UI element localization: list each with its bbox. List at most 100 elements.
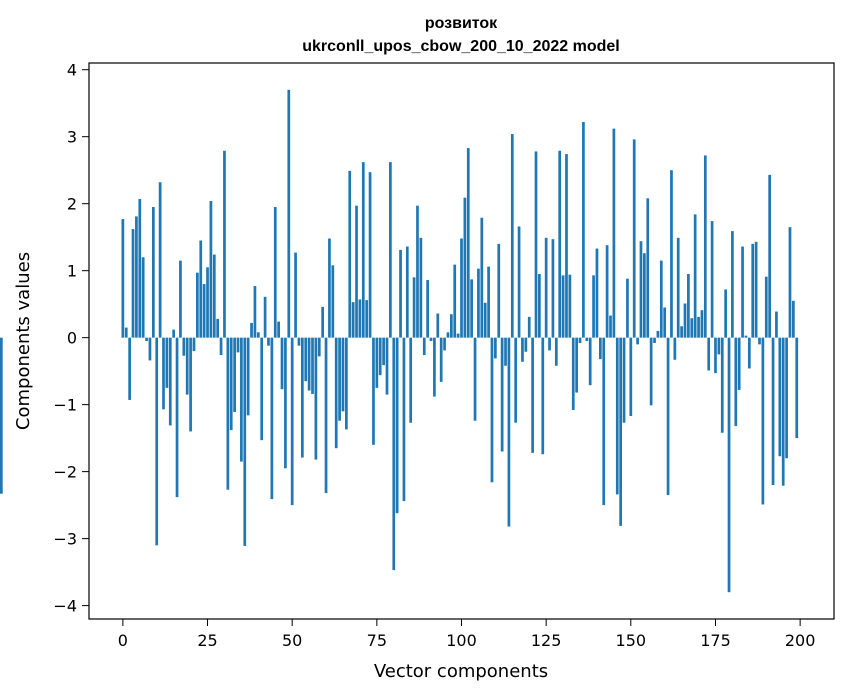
bar-component-109	[490, 337, 494, 483]
bar-component-140	[595, 248, 599, 338]
bar-component-194	[778, 337, 782, 457]
bar-component-146	[615, 337, 619, 495]
bar-component-107	[483, 302, 487, 338]
bar-component-49	[287, 89, 291, 338]
bar-component-188	[758, 337, 761, 345]
bar-component-69	[355, 205, 358, 338]
bar-component-119	[524, 337, 528, 352]
bar-component-36	[243, 337, 247, 546]
bar-component-181	[734, 337, 738, 427]
bar-component-120	[527, 316, 531, 338]
bar-component-96	[446, 332, 450, 338]
bar-component-6	[141, 257, 145, 338]
bar-component-145	[612, 128, 616, 338]
bar-component-144	[609, 315, 612, 338]
bar-component-196	[785, 337, 788, 459]
bar-component-65	[341, 337, 345, 412]
bar-component-12	[162, 337, 165, 410]
bar-component-13	[165, 337, 169, 388]
bar-component-114	[507, 337, 511, 527]
bar-component-44	[270, 337, 274, 500]
bar-component-100	[460, 238, 463, 338]
bar-component-137	[585, 337, 589, 341]
bar-component-174	[710, 221, 714, 338]
bar-component-52	[297, 337, 301, 346]
y-tick-label: 2	[67, 195, 77, 214]
bar-component-40	[256, 332, 260, 338]
bar-component-102	[466, 148, 470, 338]
bar-component-182	[737, 337, 741, 390]
bar-component-89	[422, 337, 426, 356]
bar-component-80	[392, 337, 396, 571]
bar-component-105	[477, 268, 480, 338]
bar-component-150	[629, 337, 633, 417]
bar-component-166	[683, 303, 687, 338]
bar-component-133	[571, 337, 575, 410]
bar-component-186	[751, 243, 755, 338]
bar-component-126	[548, 337, 551, 351]
bar-component-62	[331, 265, 335, 338]
bar-component-64	[338, 337, 341, 421]
bar-component-25	[206, 267, 209, 338]
bar-component-75	[375, 337, 379, 388]
y-tick-label: −1	[53, 396, 77, 415]
bar-component-131	[565, 154, 568, 338]
bar-component-92	[433, 337, 436, 397]
bar-component-35	[240, 337, 243, 462]
bar-component-158	[656, 330, 660, 338]
bar-component-58	[317, 337, 321, 357]
bar-component-172	[703, 155, 707, 338]
bar-component-61	[328, 238, 331, 338]
bars-group	[0, 89, 799, 593]
bar-component-55	[307, 337, 311, 391]
bar-component-163	[673, 337, 677, 360]
bar-component-16	[175, 337, 179, 498]
bar-component-67	[348, 170, 352, 338]
bar-component-46	[277, 321, 280, 338]
bar-component-173	[707, 337, 711, 371]
chart-title-line-2: ukrconll_upos_cbow_200_10_2022 model	[302, 38, 619, 55]
bar-component-135	[578, 337, 582, 344]
bar-component-121	[531, 337, 534, 453]
bar-component-45	[273, 207, 277, 338]
bar-component-176	[717, 337, 721, 355]
bar-component-81	[395, 337, 399, 514]
chart-title-line-1: розвиток	[425, 15, 498, 32]
bar-component-189	[761, 337, 765, 505]
bar-component-152	[636, 337, 639, 345]
bar-component-141	[598, 337, 602, 360]
bar-component-103	[470, 279, 474, 338]
bar-component-19	[185, 337, 189, 395]
bar-component-111	[497, 243, 501, 338]
bar-component-171	[700, 310, 704, 338]
bar-component-160	[663, 307, 667, 338]
bar-component-84	[405, 246, 409, 338]
bar-component-125	[544, 237, 548, 338]
bar-component-185	[747, 337, 751, 369]
bar-component-56	[311, 337, 314, 394]
bar-component-63	[334, 337, 338, 449]
bar-component-110	[494, 337, 497, 359]
bar-component-83	[402, 337, 406, 502]
bar-component-101	[463, 197, 467, 338]
x-tick-label: 0	[118, 631, 128, 650]
bar-component-1	[124, 327, 128, 338]
bar-component-106	[480, 217, 484, 338]
bar-component-159	[659, 260, 663, 338]
bar-component-11	[158, 182, 162, 338]
bar-component-71	[361, 162, 365, 338]
bar-component-2	[128, 337, 131, 400]
bar-component-39	[253, 286, 257, 338]
bar-component-7	[145, 337, 148, 341]
bar-component-183	[741, 246, 744, 338]
bar-component-85	[409, 337, 413, 423]
bar-component-5	[138, 198, 142, 338]
bar-component-77	[382, 337, 385, 366]
bar-component-161	[666, 337, 670, 496]
x-tick-label: 200	[785, 631, 816, 650]
bar-component-191	[768, 174, 772, 338]
bar-component-154	[643, 253, 646, 338]
y-tick-label: 4	[67, 61, 77, 80]
bar-component-41	[260, 337, 264, 441]
bar-component-170	[697, 316, 700, 338]
